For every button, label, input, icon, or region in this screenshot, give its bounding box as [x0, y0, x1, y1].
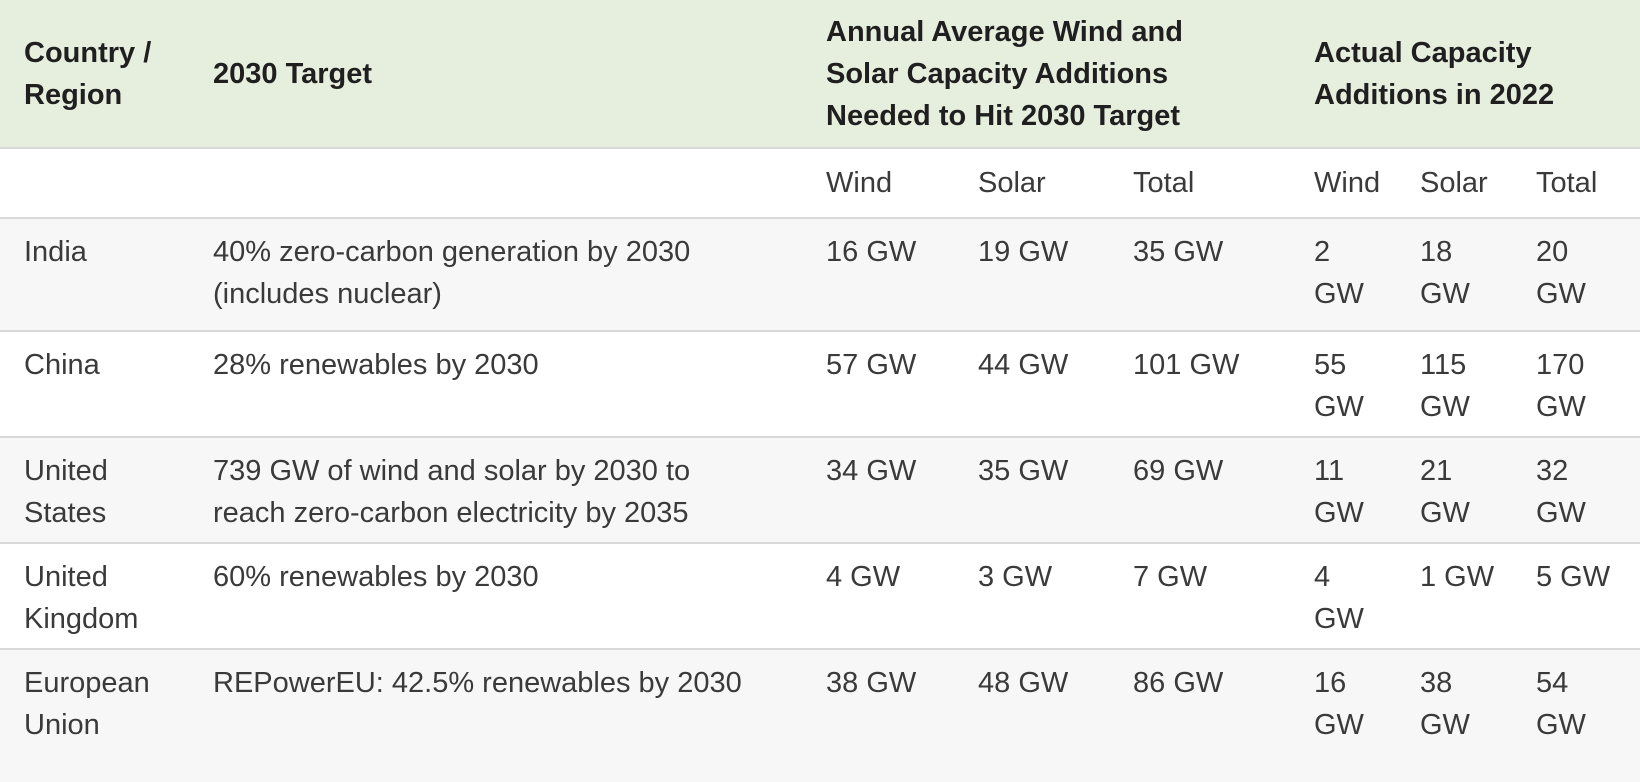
subheader-cell-actual-solar: Solar — [1420, 167, 1488, 199]
cell-country: United States — [24, 455, 108, 529]
subheader-cell-needed-total: Total — [1133, 167, 1195, 199]
cell-actual-wind: 4 GW — [1314, 561, 1364, 635]
cell-target: 40% zero-carbon generation by 2030 (incl… — [213, 236, 691, 310]
cell-needed-total: 101 GW — [1133, 349, 1240, 381]
table-header-row: Country / Region 2030 Target Annual Aver… — [0, 0, 1640, 149]
cell-target: 739 GW of wind and solar by 2030 to reac… — [213, 455, 691, 529]
header-cell-actual-group: Actual Capacity Additions in 2022 — [1314, 36, 1555, 111]
cell-needed-wind: 38 GW — [826, 667, 917, 699]
cell-needed-solar: 19 GW — [978, 236, 1069, 268]
cell-actual-total: 170 GW — [1536, 349, 1586, 423]
table-subheader-row: Wind Solar Total Wind Solar Total — [0, 149, 1640, 219]
subheader-cell-actual-wind: Wind — [1314, 167, 1381, 199]
cell-needed-solar: 3 GW — [978, 561, 1053, 593]
table-row-united-kingdom: United Kingdom 60% renewables by 2030 4 … — [0, 544, 1640, 650]
cell-actual-total: 32 GW — [1536, 455, 1586, 529]
cell-needed-total: 35 GW — [1133, 236, 1224, 268]
cell-actual-wind: 2 GW — [1314, 236, 1364, 310]
cell-actual-solar: 115 GW — [1420, 349, 1470, 423]
cell-actual-solar: 21 GW — [1420, 455, 1470, 529]
subheader-cell-needed-wind: Wind — [826, 167, 893, 199]
cell-needed-solar: 35 GW — [978, 455, 1069, 487]
cell-actual-wind: 11 GW — [1314, 455, 1364, 529]
cell-actual-total: 5 GW — [1536, 561, 1611, 593]
header-cell-needed-group: Annual Average Wind and Solar Capacity A… — [826, 15, 1183, 132]
table-row-china: China 28% renewables by 2030 57 GW 44 GW… — [0, 332, 1640, 438]
cell-needed-total: 7 GW — [1133, 561, 1208, 593]
cell-country: European Union — [24, 667, 150, 741]
cell-target: 60% renewables by 2030 — [213, 561, 539, 593]
cell-needed-wind: 57 GW — [826, 349, 917, 381]
cell-needed-solar: 48 GW — [978, 667, 1069, 699]
header-cell-country-region: Country / Region — [24, 36, 152, 111]
cell-actual-solar: 38 GW — [1420, 667, 1470, 741]
cell-needed-total: 86 GW — [1133, 667, 1224, 699]
cell-actual-wind: 16 GW — [1314, 667, 1364, 741]
cell-actual-solar: 1 GW — [1420, 561, 1495, 593]
cell-needed-wind: 4 GW — [826, 561, 901, 593]
cell-country: China — [24, 349, 100, 381]
header-cell-2030-target: 2030 Target — [213, 57, 373, 90]
cell-needed-wind: 16 GW — [826, 236, 917, 268]
cell-actual-wind: 55 GW — [1314, 349, 1364, 423]
table-row-india: India 40% zero-carbon generation by 2030… — [0, 219, 1640, 332]
cell-target: 28% renewables by 2030 — [213, 349, 539, 381]
subheader-cell-needed-solar: Solar — [978, 167, 1046, 199]
cell-needed-solar: 44 GW — [978, 349, 1069, 381]
table-row-united-states: United States 739 GW of wind and solar b… — [0, 438, 1640, 544]
cell-actual-total: 20 GW — [1536, 236, 1586, 310]
cell-actual-solar: 18 GW — [1420, 236, 1470, 310]
cell-needed-total: 69 GW — [1133, 455, 1224, 487]
cell-country: United Kingdom — [24, 561, 139, 635]
table-row-european-union: European Union REPowerEU: 42.5% renewabl… — [0, 650, 1640, 782]
cell-actual-total: 54 GW — [1536, 667, 1586, 741]
subheader-cell-actual-total: Total — [1536, 167, 1598, 199]
cell-needed-wind: 34 GW — [826, 455, 917, 487]
cell-country: India — [24, 236, 87, 268]
cell-target: REPowerEU: 42.5% renewables by 2030 — [213, 667, 742, 699]
